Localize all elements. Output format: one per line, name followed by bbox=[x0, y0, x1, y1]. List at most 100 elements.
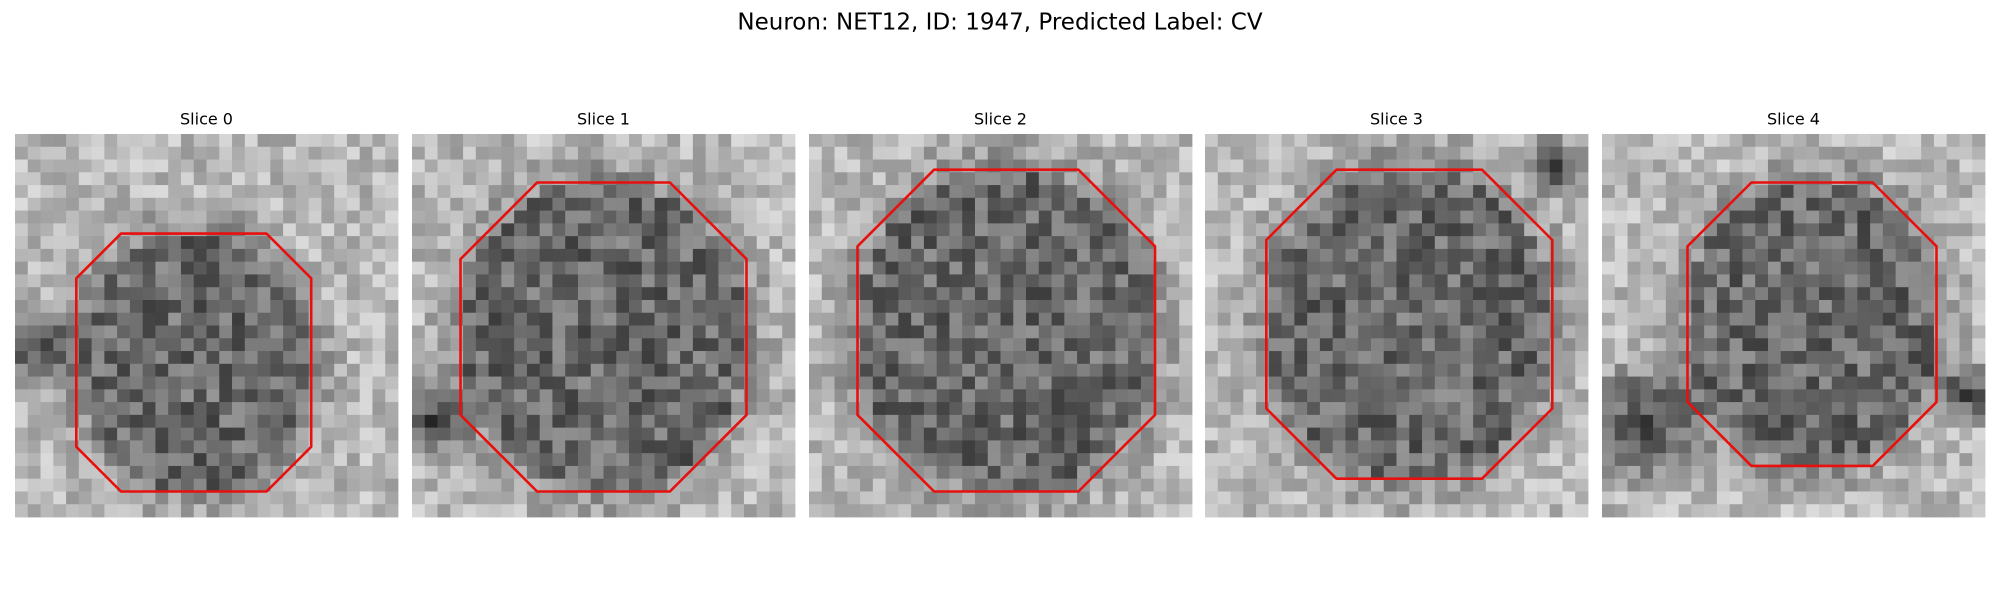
image-pixel bbox=[680, 210, 694, 224]
image-pixel bbox=[565, 159, 579, 173]
image-pixel bbox=[590, 402, 604, 416]
image-pixel bbox=[104, 325, 118, 339]
image-pixel bbox=[206, 236, 220, 250]
image-pixel bbox=[872, 351, 886, 365]
image-pixel bbox=[1396, 197, 1410, 211]
image-pixel bbox=[359, 478, 373, 492]
image-pixel bbox=[1972, 223, 1986, 237]
image-pixel bbox=[1038, 504, 1052, 518]
image-pixel bbox=[718, 325, 732, 339]
image-pixel bbox=[1064, 185, 1078, 199]
image-pixel bbox=[117, 312, 131, 326]
image-pixel bbox=[283, 338, 297, 352]
image-pixel bbox=[346, 491, 361, 505]
image-pixel bbox=[1691, 465, 1705, 480]
image-pixel bbox=[270, 363, 284, 377]
image-pixel bbox=[616, 465, 630, 480]
image-pixel bbox=[1933, 453, 1948, 467]
image-pixel bbox=[872, 312, 886, 326]
image-pixel bbox=[270, 325, 284, 339]
image-pixel bbox=[385, 440, 399, 454]
image-pixel bbox=[385, 376, 399, 390]
image-pixel bbox=[1319, 299, 1334, 314]
image-pixel bbox=[1179, 223, 1193, 237]
image-pixel bbox=[334, 376, 348, 390]
image-pixel bbox=[321, 312, 335, 326]
image-pixel bbox=[1153, 172, 1167, 186]
image-pixel bbox=[1089, 146, 1104, 160]
image-pixel bbox=[1959, 274, 1973, 288]
image-pixel bbox=[743, 478, 758, 492]
image-pixel bbox=[1665, 261, 1679, 275]
image-pixel bbox=[1882, 223, 1897, 237]
image-pixel bbox=[78, 146, 92, 160]
image-pixel bbox=[1294, 261, 1308, 275]
image-pixel bbox=[1294, 159, 1308, 173]
image-pixel bbox=[283, 312, 297, 326]
image-pixel bbox=[809, 172, 823, 186]
image-pixel bbox=[1294, 248, 1308, 263]
image-pixel bbox=[603, 414, 617, 429]
image-pixel bbox=[782, 146, 796, 160]
image-pixel bbox=[1205, 363, 1219, 377]
image-pixel bbox=[1230, 363, 1244, 377]
image-pixel bbox=[1370, 325, 1385, 339]
image-pixel bbox=[257, 376, 271, 390]
image-pixel bbox=[1460, 351, 1474, 365]
image-pixel bbox=[1614, 325, 1628, 339]
image-pixel bbox=[1026, 414, 1040, 429]
image-pixel bbox=[270, 287, 284, 301]
image-pixel bbox=[769, 363, 783, 377]
image-pixel bbox=[1780, 427, 1794, 441]
image-pixel bbox=[1742, 210, 1756, 224]
image-pixel bbox=[1153, 465, 1167, 480]
image-pixel bbox=[1000, 440, 1014, 454]
image-pixel bbox=[1895, 325, 1909, 339]
image-pixel bbox=[155, 236, 169, 250]
image-pixel bbox=[1422, 274, 1436, 288]
image-pixel bbox=[1882, 287, 1897, 301]
image-pixel bbox=[809, 146, 823, 160]
image-pixel bbox=[1665, 236, 1679, 250]
image-pixel bbox=[552, 478, 566, 492]
image-pixel bbox=[834, 236, 848, 250]
image-pixel bbox=[206, 134, 220, 148]
image-pixel bbox=[1653, 427, 1667, 441]
image-pixel bbox=[129, 414, 144, 429]
image-pixel bbox=[1870, 427, 1884, 441]
image-pixel bbox=[463, 312, 477, 326]
image-pixel bbox=[180, 197, 195, 211]
image-pixel bbox=[1243, 427, 1257, 441]
image-pixel bbox=[488, 440, 502, 454]
image-pixel bbox=[257, 465, 271, 480]
image-pixel bbox=[539, 402, 553, 416]
image-pixel bbox=[539, 274, 553, 288]
image-pixel bbox=[1870, 338, 1884, 352]
image-pixel bbox=[1256, 440, 1270, 454]
image-pixel bbox=[1332, 440, 1346, 454]
image-pixel bbox=[295, 453, 310, 467]
image-pixel bbox=[872, 440, 886, 454]
image-pixel bbox=[1473, 248, 1487, 263]
image-pixel bbox=[1959, 197, 1973, 211]
image-pixel bbox=[565, 185, 579, 199]
image-pixel bbox=[1409, 491, 1423, 505]
image-pixel bbox=[193, 465, 207, 480]
image-pixel bbox=[974, 440, 989, 454]
image-pixel bbox=[27, 223, 41, 237]
image-pixel bbox=[1230, 440, 1244, 454]
image-pixel bbox=[1115, 325, 1129, 339]
image-pixel bbox=[15, 197, 29, 211]
image-pixel bbox=[1562, 248, 1576, 263]
image-pixel bbox=[692, 287, 707, 301]
image-pixel bbox=[1332, 172, 1346, 186]
image-pixel bbox=[1166, 274, 1180, 288]
image-pixel bbox=[1806, 338, 1820, 352]
image-pixel bbox=[565, 389, 579, 403]
image-pixel bbox=[974, 414, 989, 429]
image-pixel bbox=[1485, 338, 1500, 352]
image-pixel bbox=[1627, 159, 1641, 173]
image-pixel bbox=[295, 236, 310, 250]
image-pixel bbox=[1332, 504, 1346, 518]
image-pixel bbox=[718, 376, 732, 390]
